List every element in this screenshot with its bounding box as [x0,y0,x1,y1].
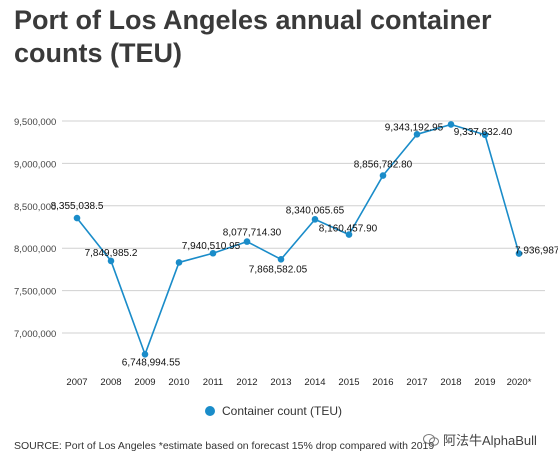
y-tick-label: 7,500,000 [14,287,56,298]
data-point [481,131,489,139]
data-point [379,172,387,179]
data-label: 8,160,457.90 [319,224,378,235]
data-label: 8,340,065.65 [286,205,345,216]
line-chart: 8,355,038.5 7,849,985.2 6,748,994.55 7,940,… [14,117,558,418]
data-label: 9,337,632.40 [454,127,513,138]
legend-marker [205,406,215,416]
y-tick-label: 8,000,000 [14,244,56,255]
wechat-icon [423,434,439,446]
x-tick-label: 2018 [440,377,461,388]
data-point [73,214,81,222]
data-point [515,250,523,257]
data-label: 7,940,510.95 [182,241,241,252]
y-tick-label: 7,000,000 [14,329,56,340]
watermark: 阿法牛AlphaBull [423,430,537,449]
data-point [209,249,217,257]
x-tick-label: 2014 [304,377,325,388]
data-point [277,256,285,263]
data-point [243,238,251,245]
watermark-text: 阿法牛AlphaBull [443,433,537,448]
x-tick-label: 2007 [66,377,87,388]
x-tick-label: 2016 [372,377,393,388]
data-label: 9,343,192.95 [385,122,444,133]
y-tick-label: 9,000,000 [14,159,56,170]
data-label: 8,077,714.30 [223,228,282,239]
y-tick-label: 8,500,000 [14,202,56,213]
chart-title: Port of Los Angeles annual container cou… [14,5,492,68]
x-tick-label: 2020* [507,377,532,388]
data-point [107,257,115,265]
x-tick-label: 2015 [338,377,359,388]
data-label: 7,868,582.05 [249,264,308,275]
x-tick-label: 2009 [134,377,155,388]
data-label: 8,355,038.5 [51,201,104,212]
source-note: SOURCE: Port of Los Angeles *estimate ba… [14,440,435,452]
data-label: 7,936,987.54 [515,246,558,257]
data-point [175,259,183,266]
data-label: 7,849,985.2 [85,248,138,259]
data-point [311,216,319,223]
legend-label: Container count (TEU) [222,404,342,418]
y-tick-label: 9,500,000 [14,117,56,128]
x-tick-label: 2011 [203,377,223,388]
data-point [413,130,421,138]
data-point [141,350,149,358]
series-line [76,123,520,356]
x-tick-label: 2019 [474,377,495,388]
x-tick-label: 2010 [168,377,189,388]
x-tick-label: 2013 [270,377,291,388]
x-tick-label: 2008 [100,377,121,388]
x-tick-label: 2017 [406,377,427,388]
x-tick-label: 2012 [236,377,257,388]
data-label: 6,748,994.55 [122,357,181,368]
data-point [447,121,455,128]
data-label: 8,856,782.80 [354,160,413,171]
data-point [345,231,353,238]
legend: Container count (TEU) [205,404,342,418]
